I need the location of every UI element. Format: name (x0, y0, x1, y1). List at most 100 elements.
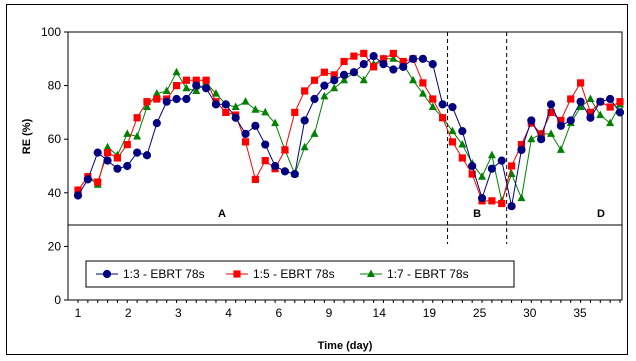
series-2-point (557, 116, 565, 125)
series-1-point (369, 52, 378, 61)
series-2-point (399, 57, 407, 66)
series-1-point (517, 145, 526, 155)
series-3-point (241, 97, 250, 105)
series-3-point (340, 75, 349, 84)
x-tick-label: 19 (423, 306, 437, 320)
series-1-point (576, 97, 585, 106)
series-2-point (251, 175, 259, 183)
series-1-point (399, 62, 408, 71)
series-3-point (172, 67, 181, 76)
series-1-point (507, 202, 516, 211)
x-axis-title: Time (day) (318, 340, 373, 352)
series-1-point (349, 68, 359, 77)
series-3-point (330, 83, 339, 92)
series-3-point (320, 91, 329, 100)
series-2-point (537, 130, 545, 138)
series-2-point (508, 162, 516, 170)
series-1-point (172, 94, 181, 104)
x-tick-label: 3 (175, 306, 182, 320)
series-2-point (567, 95, 575, 103)
series-2-point (379, 55, 388, 63)
legend-swatch-marker (233, 270, 241, 278)
series-1-point (468, 161, 477, 171)
series-1-point (487, 164, 496, 173)
series-1-point (546, 100, 556, 109)
series-2-point (281, 146, 289, 154)
series-3-point (162, 86, 171, 94)
series-1-point (251, 121, 260, 130)
series-3-point (271, 118, 280, 127)
series-1-point (202, 84, 211, 93)
series-1-point (280, 167, 290, 176)
plot-area (67, 31, 623, 301)
series-3-point (448, 126, 457, 135)
legend-box (85, 260, 515, 288)
series-3-point (418, 89, 427, 97)
series-2-point (488, 197, 496, 205)
y-tick-label: 60 (48, 132, 62, 146)
series-2-point (439, 114, 447, 122)
legend-swatch-marker (367, 269, 375, 277)
series-3-point (478, 172, 487, 180)
series-1-point (556, 121, 565, 130)
series-1-point (359, 60, 368, 69)
series-1-point (389, 65, 398, 74)
series-2-point (133, 114, 141, 122)
series-1-point (497, 156, 506, 165)
series-1-point (310, 94, 319, 104)
series-3-point (359, 75, 368, 84)
series-3-point (142, 102, 151, 111)
series-2-point (123, 140, 131, 149)
series-3-point (261, 107, 270, 116)
series-1-point (123, 161, 132, 171)
phase-label-a: A (218, 208, 226, 220)
series-1-point (300, 116, 309, 125)
series-2-point (498, 199, 506, 208)
series-3-point (527, 134, 536, 143)
series-1-point (596, 97, 605, 106)
series-2-point (389, 49, 397, 58)
series-1-point (615, 108, 625, 117)
series-2-point (576, 79, 585, 87)
series-3-point (211, 89, 220, 97)
series-1-point (458, 127, 467, 136)
series-3-point (547, 129, 556, 137)
series-1-point (339, 70, 349, 79)
series-2-point (153, 95, 161, 103)
series-1-point (142, 151, 152, 160)
phase-label-d: D (597, 208, 605, 220)
series-1-point (103, 156, 112, 165)
series-1-point (113, 164, 122, 173)
series-1-point (182, 94, 191, 104)
y-axis-title: RE (%) (21, 118, 33, 154)
series-2-point (182, 76, 190, 84)
series-line-3 (77, 58, 621, 203)
series-3-point (133, 132, 142, 140)
series-3-point (192, 86, 201, 94)
series-2-point (370, 63, 378, 71)
legend-label: 1:3 - EBRT 78s (123, 267, 205, 281)
series-2-point (419, 79, 427, 87)
series-1-point (477, 194, 487, 203)
series-2-point (74, 186, 82, 194)
series-2-point (458, 154, 466, 162)
x-tick-label: 35 (573, 306, 587, 320)
x-tick-label: 6 (275, 306, 282, 320)
x-tick-label: 30 (523, 306, 537, 320)
series-1-point (537, 135, 546, 144)
series-1-point (261, 140, 270, 149)
x-tick-label: 2 (125, 306, 132, 320)
series-1-point (241, 129, 250, 138)
series-3-point (300, 142, 309, 151)
series-3-point (487, 150, 496, 159)
series-2-point (586, 108, 595, 116)
series-2-point (143, 98, 151, 106)
series-1-point (428, 60, 437, 69)
series-3-point (576, 102, 585, 111)
series-1-point (231, 113, 240, 122)
series-1-point (133, 148, 142, 157)
series-3-point (586, 94, 595, 102)
x-tick-label: 4 (225, 306, 232, 320)
series-3-point (428, 102, 437, 111)
series-2-point (340, 57, 348, 66)
